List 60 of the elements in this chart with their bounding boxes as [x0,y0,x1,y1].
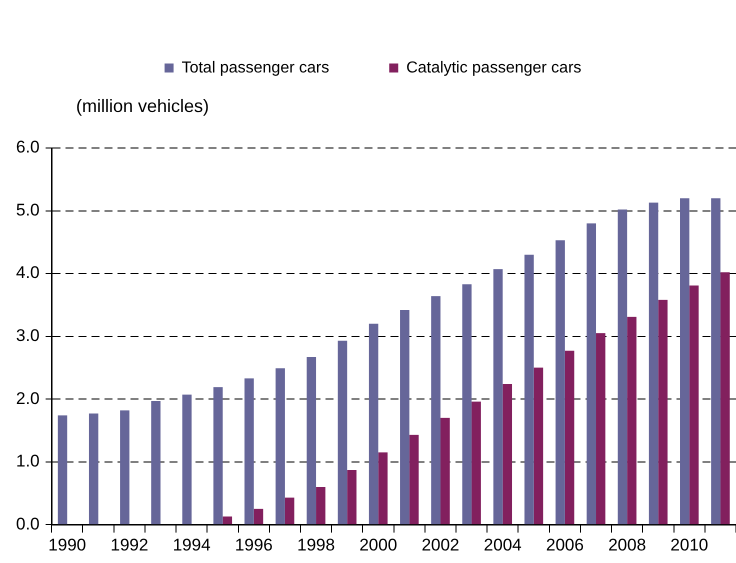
bar [680,198,690,524]
bar [213,387,223,524]
bar [493,269,503,524]
bar [88,414,98,524]
bar [368,324,378,524]
y-tick-label: 4.0 [16,263,40,282]
bar [502,384,512,524]
x-tick-label: 1996 [234,535,273,554]
bar [316,486,326,524]
y-axis-title: (million vehicles) [76,96,210,117]
bar [711,198,720,524]
bar [151,400,161,524]
x-tick-label: 2008 [608,535,646,554]
bar [534,368,544,524]
bar [720,272,730,524]
y-tick-label: 6.0 [16,138,40,157]
bar [689,285,699,524]
bar [58,415,68,524]
bar [254,508,264,524]
bar [409,434,419,524]
x-tick-label: 2010 [670,535,708,554]
bar [276,368,285,524]
bar [347,470,356,524]
bar [524,254,534,524]
bar [472,402,481,524]
y-tick-label: 1.0 [16,452,40,471]
bar [440,418,450,524]
bar [462,284,472,524]
bar [618,210,628,524]
x-tick-label: 2000 [359,535,398,554]
y-tick-label: 2.0 [16,388,40,408]
bar [306,357,316,524]
bar [596,333,606,524]
x-tick-label: 1990 [48,535,86,554]
bar [648,202,658,524]
x-tick-label: 1992 [110,535,148,554]
x-tick-label: 1994 [172,535,211,554]
legend-label: Total passenger cars [182,59,330,76]
bar [222,516,232,524]
x-tick-label: 1998 [297,535,335,554]
legend-label: Catalytic passenger cars [406,59,582,76]
bar [284,498,294,524]
bar [378,452,388,524]
bar [400,310,410,524]
y-tick-label: 5.0 [16,200,40,220]
bar [586,223,596,524]
bar [120,410,130,524]
y-tick-label: 3.0 [16,326,40,345]
bar [658,300,668,524]
x-tick-label: 2006 [546,535,584,554]
x-tick-label: 2002 [422,535,460,554]
bar [431,296,440,524]
bar [564,350,574,524]
bar [556,240,565,524]
bar [338,340,348,524]
bar [244,378,254,524]
bar [627,316,636,524]
x-tick-label: 2004 [484,535,522,554]
y-tick-label: 0.0 [16,514,40,534]
bar [182,394,192,524]
